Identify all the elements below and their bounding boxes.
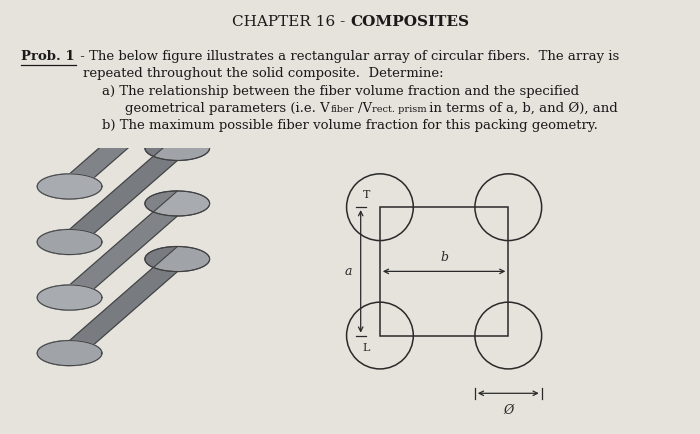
Polygon shape <box>145 191 209 216</box>
Polygon shape <box>145 135 209 161</box>
Polygon shape <box>37 191 177 310</box>
Text: repeated throughout the solid composite.  Determine:: repeated throughout the solid composite.… <box>83 67 443 80</box>
Text: b: b <box>440 251 448 264</box>
Polygon shape <box>69 135 209 254</box>
Text: b) The maximum possible fiber volume fraction for this packing geometry.: b) The maximum possible fiber volume fra… <box>102 119 597 132</box>
Text: /V: /V <box>358 102 372 115</box>
Polygon shape <box>37 230 102 254</box>
Text: geometrical parameters (i.e. V: geometrical parameters (i.e. V <box>125 102 330 115</box>
Text: a) The relationship between the fiber volume fraction and the specified: a) The relationship between the fiber vo… <box>102 85 579 98</box>
Polygon shape <box>69 191 209 310</box>
Text: Ø: Ø <box>503 404 513 417</box>
Text: rect. prism: rect. prism <box>372 105 427 114</box>
Polygon shape <box>37 135 177 254</box>
Bar <box>380 207 508 335</box>
Polygon shape <box>37 341 102 365</box>
Text: - The below figure illustrates a rectangular array of circular fibers.  The arra: - The below figure illustrates a rectang… <box>76 50 619 63</box>
Text: T: T <box>363 190 370 200</box>
Text: CHAPTER 16 -: CHAPTER 16 - <box>232 15 350 29</box>
Text: fiber: fiber <box>330 105 354 114</box>
Polygon shape <box>69 80 209 199</box>
Polygon shape <box>37 80 177 199</box>
Text: a: a <box>345 265 353 278</box>
Polygon shape <box>145 80 209 105</box>
Text: in terms of a, b, and Ø), and: in terms of a, b, and Ø), and <box>425 102 617 115</box>
Polygon shape <box>69 247 209 365</box>
Polygon shape <box>37 174 102 199</box>
Polygon shape <box>145 247 209 272</box>
Text: COMPOSITES: COMPOSITES <box>350 15 469 29</box>
Text: L: L <box>363 343 370 353</box>
Polygon shape <box>37 247 177 365</box>
Polygon shape <box>37 285 102 310</box>
Text: Prob. 1: Prob. 1 <box>21 50 75 63</box>
